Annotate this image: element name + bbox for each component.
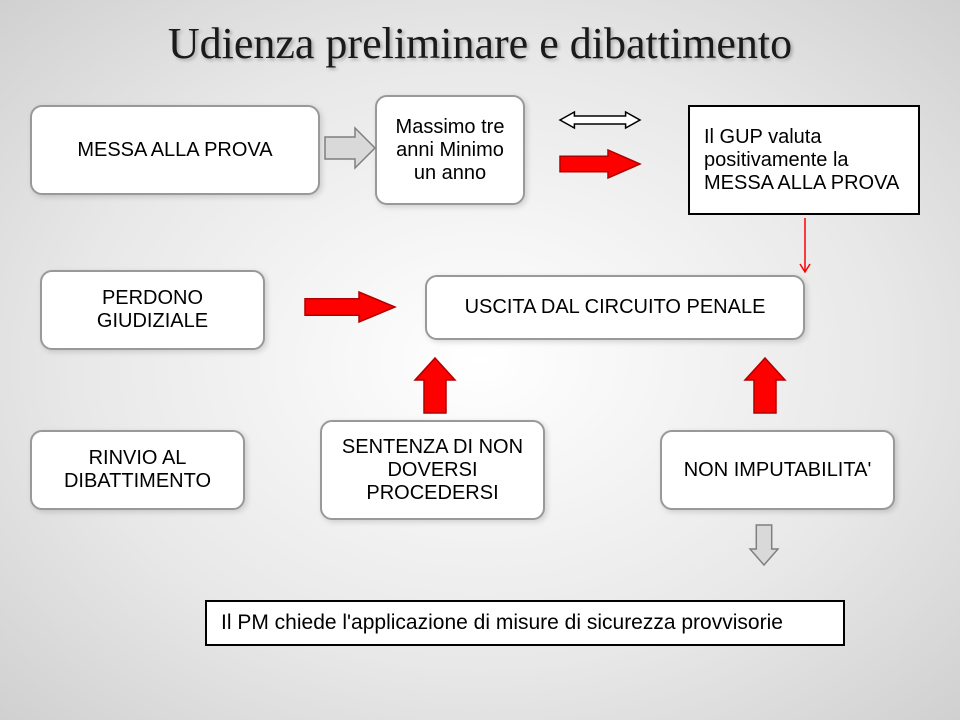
arrow-layer [0,0,960,720]
